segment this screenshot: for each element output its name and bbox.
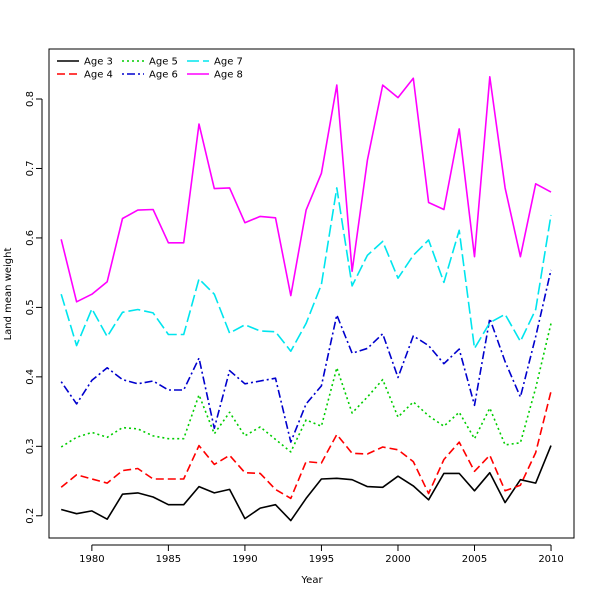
- legend-label: Age 8: [214, 70, 243, 81]
- legend-label: Age 4: [84, 70, 113, 81]
- legend-label: Age 3: [84, 57, 113, 68]
- series-layer: [60, 76, 552, 522]
- series-line-4: [60, 391, 552, 500]
- legend-label: Age 6: [149, 70, 178, 81]
- x-tick-label: 1990: [232, 554, 257, 565]
- y-tick-label: 0.6: [25, 230, 36, 246]
- x-tick-label: 2010: [538, 554, 563, 565]
- legend-item: Age 8: [187, 70, 243, 81]
- legend-item: Age 5: [122, 57, 178, 68]
- series-line-3: [60, 445, 552, 522]
- y-axis-label: Land mean weight: [3, 248, 14, 341]
- y-tick-label: 0.4: [25, 369, 36, 385]
- x-tick-label: 2005: [462, 554, 487, 565]
- series-line-7: [60, 187, 552, 353]
- y-tick-label: 0.7: [25, 161, 36, 177]
- legend-item: Age 3: [57, 57, 113, 68]
- y-tick-label: 0.2: [25, 508, 36, 524]
- x-axis-label: Year: [300, 575, 323, 586]
- legend-label: Age 7: [214, 57, 243, 68]
- plot-frame: [48, 48, 575, 539]
- x-tick-label: 1995: [309, 554, 334, 565]
- x-tick-label: 2000: [385, 554, 410, 565]
- y-tick-label: 0.8: [25, 91, 36, 107]
- series-line-5: [60, 323, 552, 453]
- series-line-6: [60, 269, 552, 443]
- y-axis: 0.2 0.3 0.4 0.5 0.6 0.7 0.8: [25, 91, 43, 524]
- x-axis: 1980 1985 1990 1995 2000 2005 2010: [79, 544, 564, 565]
- series-line-8: [60, 76, 552, 303]
- x-tick-label: 1980: [79, 554, 104, 565]
- legend-label: Age 5: [149, 57, 178, 68]
- y-tick-label: 0.3: [25, 438, 36, 454]
- y-tick-label: 0.5: [25, 299, 36, 315]
- legend: Age 3 Age 4 Age 5 Age 6 Age 7 Age 8: [57, 57, 243, 81]
- legend-item: Age 4: [57, 70, 113, 81]
- legend-item: Age 7: [187, 57, 243, 68]
- legend-item: Age 6: [122, 70, 178, 81]
- x-tick-label: 1985: [156, 554, 181, 565]
